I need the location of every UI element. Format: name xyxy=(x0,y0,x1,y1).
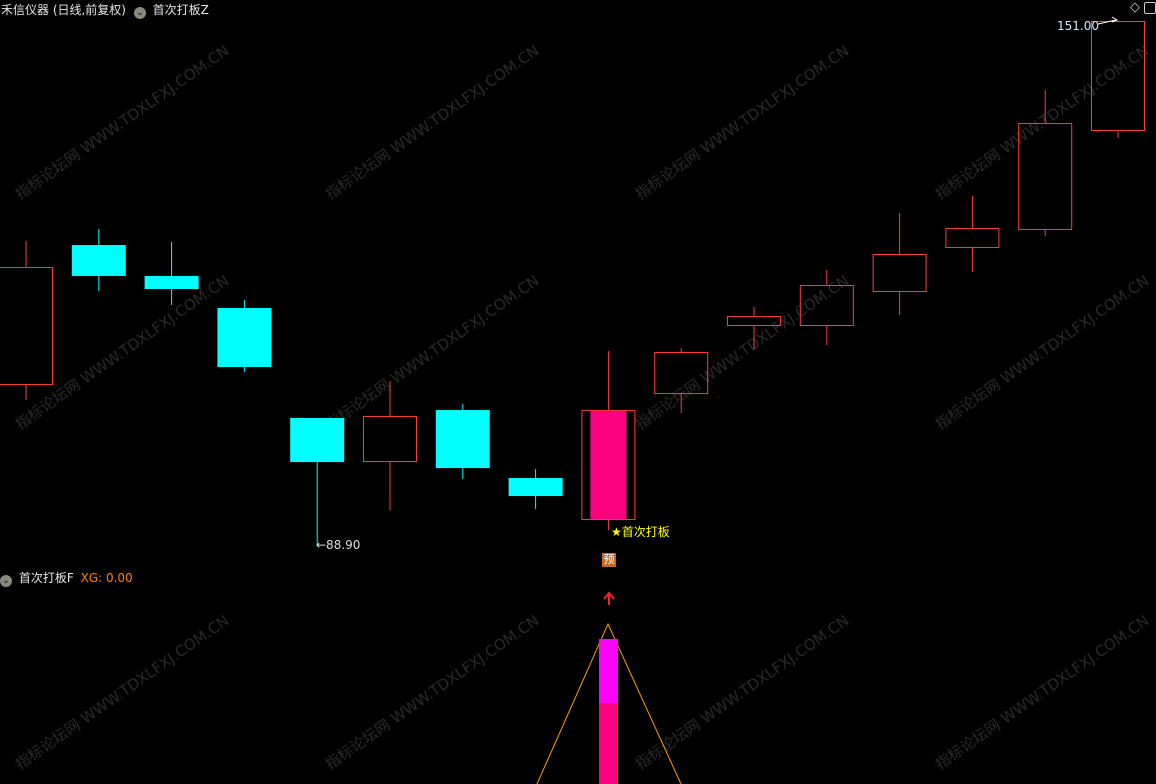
chevron-down-icon[interactable]: ⌄ xyxy=(0,575,12,587)
candle-body xyxy=(872,253,927,293)
candle xyxy=(1018,89,1073,236)
candle-body xyxy=(144,275,199,289)
candle-body xyxy=(654,351,709,394)
signal-fill xyxy=(590,411,627,520)
diamond-icon[interactable]: ◇ xyxy=(1130,0,1140,15)
high-arrow xyxy=(1097,19,1117,25)
candle-body xyxy=(435,410,490,469)
candle xyxy=(0,240,53,400)
sub-bar-bottom xyxy=(599,703,618,784)
high-price-label: 151.00 xyxy=(1057,19,1099,33)
chart-header: 禾信仪器 (日线,前复权) ⌄ 首次打板Z xyxy=(1,1,209,19)
candle-body xyxy=(290,418,345,463)
stock-title: 禾信仪器 (日线,前复权) xyxy=(1,3,126,17)
candle xyxy=(872,212,927,316)
candle-body xyxy=(799,285,854,327)
xg-value: XG: 0.00 xyxy=(80,571,133,585)
candle xyxy=(799,269,854,346)
candle xyxy=(290,418,345,546)
candle-body xyxy=(581,410,636,521)
candle xyxy=(727,307,781,350)
candle-body xyxy=(727,316,781,327)
sub-triangle-line xyxy=(536,622,682,784)
candle-body xyxy=(0,267,53,386)
candle xyxy=(144,241,199,305)
chevron-down-icon[interactable]: ⌄ xyxy=(133,7,146,19)
candle-body xyxy=(363,415,417,463)
candle xyxy=(654,348,709,414)
candle xyxy=(71,228,126,292)
window-icon[interactable] xyxy=(1144,2,1156,14)
candle-body xyxy=(71,245,126,276)
signal-label: ★首次打板 xyxy=(611,525,670,539)
main-indicator-name[interactable]: 首次打板Z xyxy=(152,3,209,17)
candle xyxy=(217,299,272,373)
candle-body xyxy=(508,478,563,497)
candle xyxy=(435,404,490,480)
sub-indicator-name[interactable]: 首次打板F xyxy=(18,571,74,585)
sub-bar-top xyxy=(599,639,618,703)
candle xyxy=(581,351,636,531)
candle-body xyxy=(945,228,1000,248)
candle-body xyxy=(1091,21,1145,131)
high-arrow-head xyxy=(1111,16,1119,23)
arrow-up-icon xyxy=(603,591,615,605)
candle xyxy=(508,468,563,510)
sub-header: ⌄ 首次打板F XG: 0.00 xyxy=(0,569,133,587)
candle-body xyxy=(217,308,272,368)
candle-body xyxy=(1018,123,1073,230)
candle xyxy=(363,380,417,510)
low-price-label: ←88.90 xyxy=(316,538,361,552)
forecast-badge: 预 xyxy=(602,553,616,567)
candle xyxy=(945,196,1000,273)
candle xyxy=(1091,21,1145,139)
